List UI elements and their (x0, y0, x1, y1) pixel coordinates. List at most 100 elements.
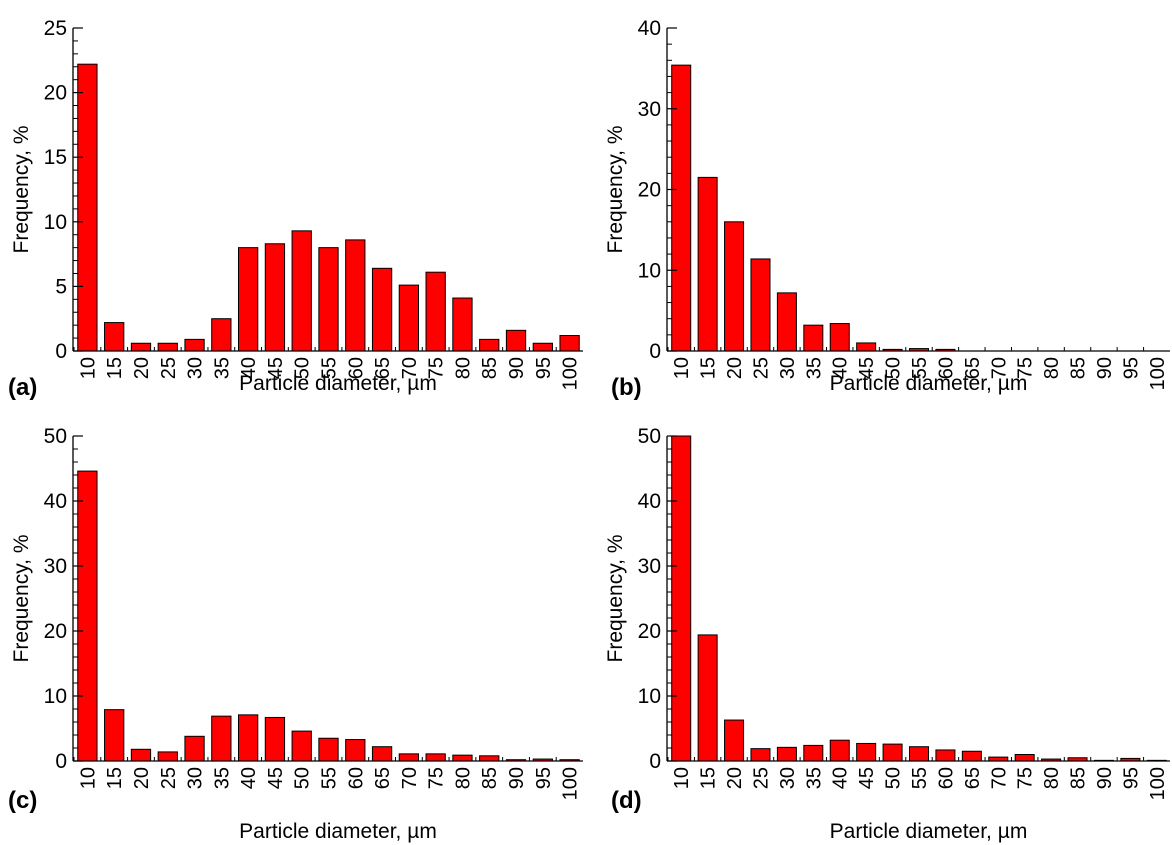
bar-20 (724, 221, 745, 352)
y-tick-label: 40 (638, 17, 661, 40)
y-tick-label: 50 (44, 425, 67, 448)
y-tick-label: 20 (638, 179, 661, 202)
x-tick-label: 15 (104, 357, 126, 379)
y-tick-label: 15 (44, 146, 67, 169)
x-tick-label: 70 (399, 357, 421, 379)
x-tick-label: 40 (830, 767, 852, 789)
bar-100 (559, 335, 580, 352)
x-tick-label: 35 (803, 357, 825, 379)
y-tick-label: 50 (638, 425, 661, 448)
y-tick-label: 25 (44, 17, 67, 40)
bar-50 (882, 743, 903, 762)
bar-90 (505, 329, 527, 352)
x-tick-label: 85 (479, 357, 501, 379)
bar-20 (130, 342, 152, 352)
x-tick-label: 70 (988, 767, 1010, 789)
x-tick-label: 35 (211, 357, 233, 379)
bar-45 (264, 716, 286, 762)
x-tick-label: 90 (506, 767, 528, 789)
x-tick-label: 90 (1094, 767, 1116, 789)
x-tick-label: 25 (750, 357, 772, 379)
x-tick-label: 75 (1015, 767, 1037, 789)
x-tick-label: 10 (671, 767, 693, 789)
x-tick-label: 30 (185, 767, 207, 789)
bar-35 (803, 324, 824, 352)
bar-55 (318, 247, 339, 352)
y-tick-label: 20 (44, 620, 67, 643)
bar-35 (211, 318, 232, 352)
bar-55 (908, 746, 930, 762)
bar-50 (291, 730, 312, 762)
y-tick-label: 40 (44, 490, 67, 513)
x-tick-label: 50 (292, 767, 314, 789)
x-tick-label: 15 (698, 767, 720, 789)
x-tick-label: 80 (1041, 767, 1063, 789)
y-tick-label: 40 (638, 490, 661, 513)
x-tick-label: 95 (1120, 767, 1142, 789)
bar-25 (157, 751, 178, 762)
panel-label: (a) (8, 374, 37, 401)
x-axis-title: Particle diameter, µm (830, 372, 1028, 395)
bar-25 (157, 342, 178, 352)
x-tick-label: 80 (452, 767, 474, 789)
bar-35 (803, 744, 824, 762)
y-tick-label: 0 (55, 340, 67, 363)
bar-80 (452, 754, 473, 762)
x-tick-label: 65 (372, 357, 394, 379)
x-tick-label: 60 (935, 357, 957, 379)
x-tick-label: 10 (77, 357, 99, 379)
bar-40 (829, 739, 850, 762)
x-tick-label: 95 (533, 357, 555, 379)
x-tick-label: 65 (372, 767, 394, 789)
x-tick-label: 50 (292, 357, 314, 379)
y-tick-label: 0 (55, 750, 67, 773)
bar-10 (77, 63, 98, 352)
y-tick-label: 5 (55, 275, 67, 298)
x-axis-title: Particle diameter, µm (830, 820, 1028, 843)
y-tick-label: 0 (649, 340, 661, 363)
x-tick-label: 45 (265, 357, 287, 379)
bar-80 (452, 297, 473, 352)
bar-65 (371, 746, 393, 762)
y-tick-label: 30 (638, 555, 661, 578)
x-tick-label: 20 (724, 357, 746, 379)
bar-85 (479, 338, 500, 352)
x-tick-label: 100 (1147, 767, 1169, 800)
x-tick-label: 100 (560, 767, 582, 800)
x-tick-label: 70 (988, 357, 1010, 379)
bar-45 (856, 742, 877, 762)
x-tick-label: 85 (479, 767, 501, 789)
y-tick-label: 10 (638, 259, 661, 282)
panel-label: (c) (8, 787, 37, 814)
x-tick-label: 20 (131, 357, 153, 379)
bar-15 (104, 709, 125, 762)
y-axis-title: Frequency, % (10, 126, 33, 254)
bar-60 (345, 239, 366, 352)
bar-15 (104, 322, 125, 352)
bar-30 (776, 746, 797, 762)
y-tick-label: 0 (649, 750, 661, 773)
x-tick-label: 25 (158, 357, 180, 379)
y-tick-label: 10 (44, 211, 67, 234)
bar-75 (425, 271, 446, 352)
bar-95 (532, 342, 553, 352)
x-tick-label: 95 (1120, 357, 1142, 379)
y-axis-title: Frequency, % (604, 126, 627, 254)
bar-25 (750, 258, 771, 352)
x-tick-label: 35 (803, 767, 825, 789)
x-tick-label: 25 (158, 767, 180, 789)
bar-70 (398, 284, 420, 352)
bar-75 (425, 753, 446, 762)
x-tick-label: 70 (399, 767, 421, 789)
x-axis-title: Particle diameter, µm (239, 372, 437, 395)
panel-label: (d) (611, 787, 642, 814)
bar-60 (345, 739, 366, 762)
bar-10 (77, 470, 98, 762)
x-tick-label: 95 (533, 767, 555, 789)
x-tick-label: 45 (265, 767, 287, 789)
x-tick-label: 100 (1147, 357, 1169, 390)
x-tick-label: 15 (104, 767, 126, 789)
x-tick-label: 50 (883, 767, 905, 789)
